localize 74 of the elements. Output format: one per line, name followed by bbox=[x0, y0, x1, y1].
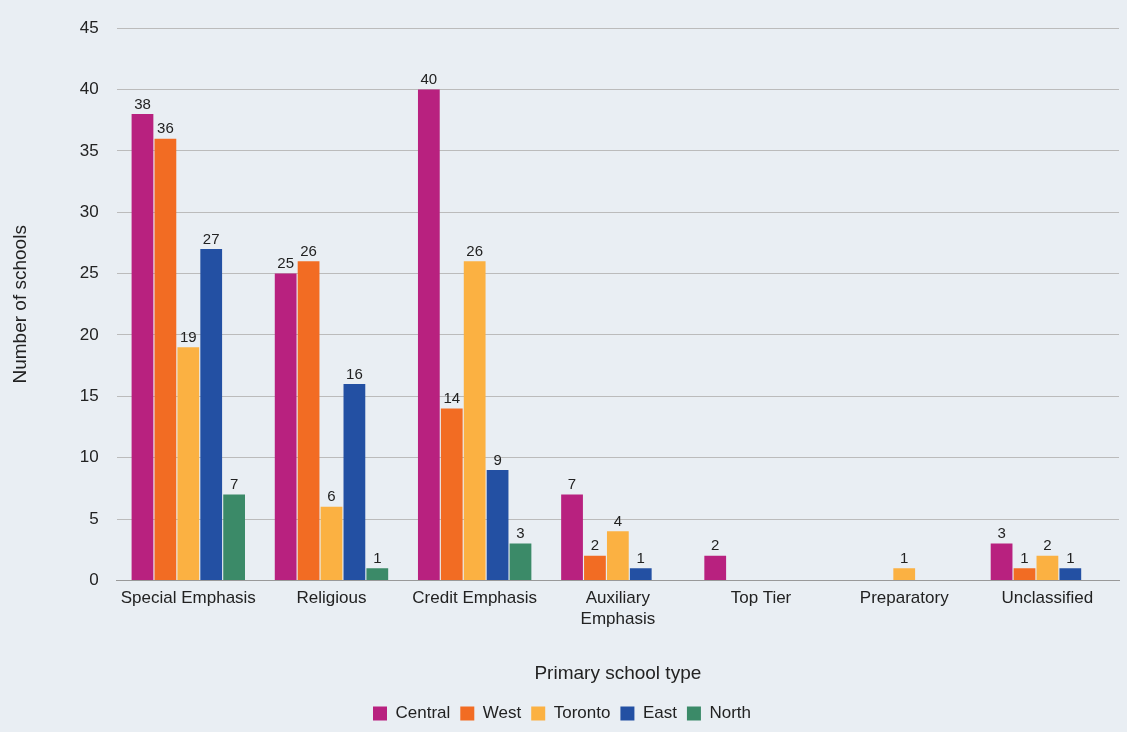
bar bbox=[297, 261, 320, 580]
data-label: 27 bbox=[202, 229, 220, 247]
bar bbox=[274, 273, 297, 580]
legend-label: West bbox=[482, 703, 522, 723]
bar bbox=[509, 543, 532, 580]
x-tick-label: Religious bbox=[296, 588, 367, 608]
bar bbox=[1013, 568, 1036, 580]
bar bbox=[1059, 568, 1082, 580]
y-tick-label: 45 bbox=[79, 17, 99, 37]
data-label: 4 bbox=[613, 511, 623, 529]
data-label: 1 bbox=[1020, 548, 1029, 566]
x-tick-label: Auxiliary Emphasis bbox=[580, 588, 656, 628]
data-label: 26 bbox=[300, 241, 317, 259]
data-label: 7 bbox=[229, 475, 239, 493]
bar bbox=[177, 347, 200, 580]
y-tick-label: 0 bbox=[89, 570, 99, 590]
x-tick-label: Unclassified bbox=[1001, 588, 1094, 608]
bar bbox=[200, 249, 223, 580]
bar bbox=[366, 568, 389, 580]
data-label: 26 bbox=[466, 241, 484, 259]
data-label: 19 bbox=[179, 327, 197, 345]
data-label: 1 bbox=[1066, 548, 1075, 566]
bar bbox=[629, 568, 652, 580]
data-label: 1 bbox=[900, 548, 909, 566]
bar bbox=[486, 469, 509, 580]
bar bbox=[131, 114, 154, 580]
data-label: 38 bbox=[134, 94, 151, 112]
y-tick-label: 10 bbox=[79, 447, 99, 467]
legend-label: Central bbox=[395, 703, 451, 723]
y-axis-title: Number of schools bbox=[8, 225, 30, 384]
x-axis-title: Primary school type bbox=[534, 661, 702, 683]
bar bbox=[154, 138, 177, 580]
y-tick-label: 40 bbox=[79, 79, 99, 99]
x-tick-label: Special Emphasis bbox=[120, 588, 256, 608]
data-label: 1 bbox=[636, 548, 645, 566]
bar bbox=[584, 555, 606, 580]
data-label: 16 bbox=[346, 364, 363, 382]
bar bbox=[440, 408, 463, 580]
y-tick-label: 20 bbox=[79, 324, 99, 344]
bar bbox=[561, 494, 583, 580]
data-label: 2 bbox=[590, 536, 600, 554]
data-label: 1 bbox=[373, 548, 382, 566]
bar bbox=[606, 531, 629, 580]
y-tick-label: 5 bbox=[89, 508, 99, 528]
bar bbox=[223, 494, 245, 580]
data-label: 7 bbox=[567, 475, 577, 493]
y-tick-label: 30 bbox=[79, 201, 99, 221]
y-tick-label: 15 bbox=[79, 386, 99, 406]
x-tick-label: Preparatory bbox=[859, 588, 950, 608]
x-tick-label: Credit Emphasis bbox=[412, 588, 538, 608]
data-label: 36 bbox=[157, 119, 174, 137]
bar bbox=[343, 384, 366, 580]
data-label: 14 bbox=[443, 389, 461, 407]
legend-label: North bbox=[709, 703, 752, 723]
bar bbox=[320, 506, 343, 580]
data-label: 2 bbox=[1043, 536, 1052, 554]
bar bbox=[1036, 555, 1059, 580]
x-tick-label: Top Tier bbox=[730, 588, 792, 608]
data-label: 6 bbox=[327, 487, 336, 505]
data-label: 3 bbox=[997, 524, 1006, 542]
data-label: 2 bbox=[711, 536, 720, 554]
legend-label: Toronto bbox=[553, 703, 611, 723]
data-label: 3 bbox=[516, 524, 525, 542]
bar bbox=[990, 543, 1013, 580]
y-tick-label: 35 bbox=[79, 140, 99, 160]
data-label: 9 bbox=[493, 450, 502, 468]
y-tick-label: 25 bbox=[79, 263, 99, 283]
data-label: 25 bbox=[277, 254, 295, 272]
bar bbox=[463, 261, 486, 580]
bar bbox=[893, 568, 916, 580]
bar bbox=[704, 555, 727, 580]
legend-label: East bbox=[642, 703, 678, 723]
bar bbox=[417, 89, 440, 580]
data-label: 40 bbox=[420, 70, 438, 88]
